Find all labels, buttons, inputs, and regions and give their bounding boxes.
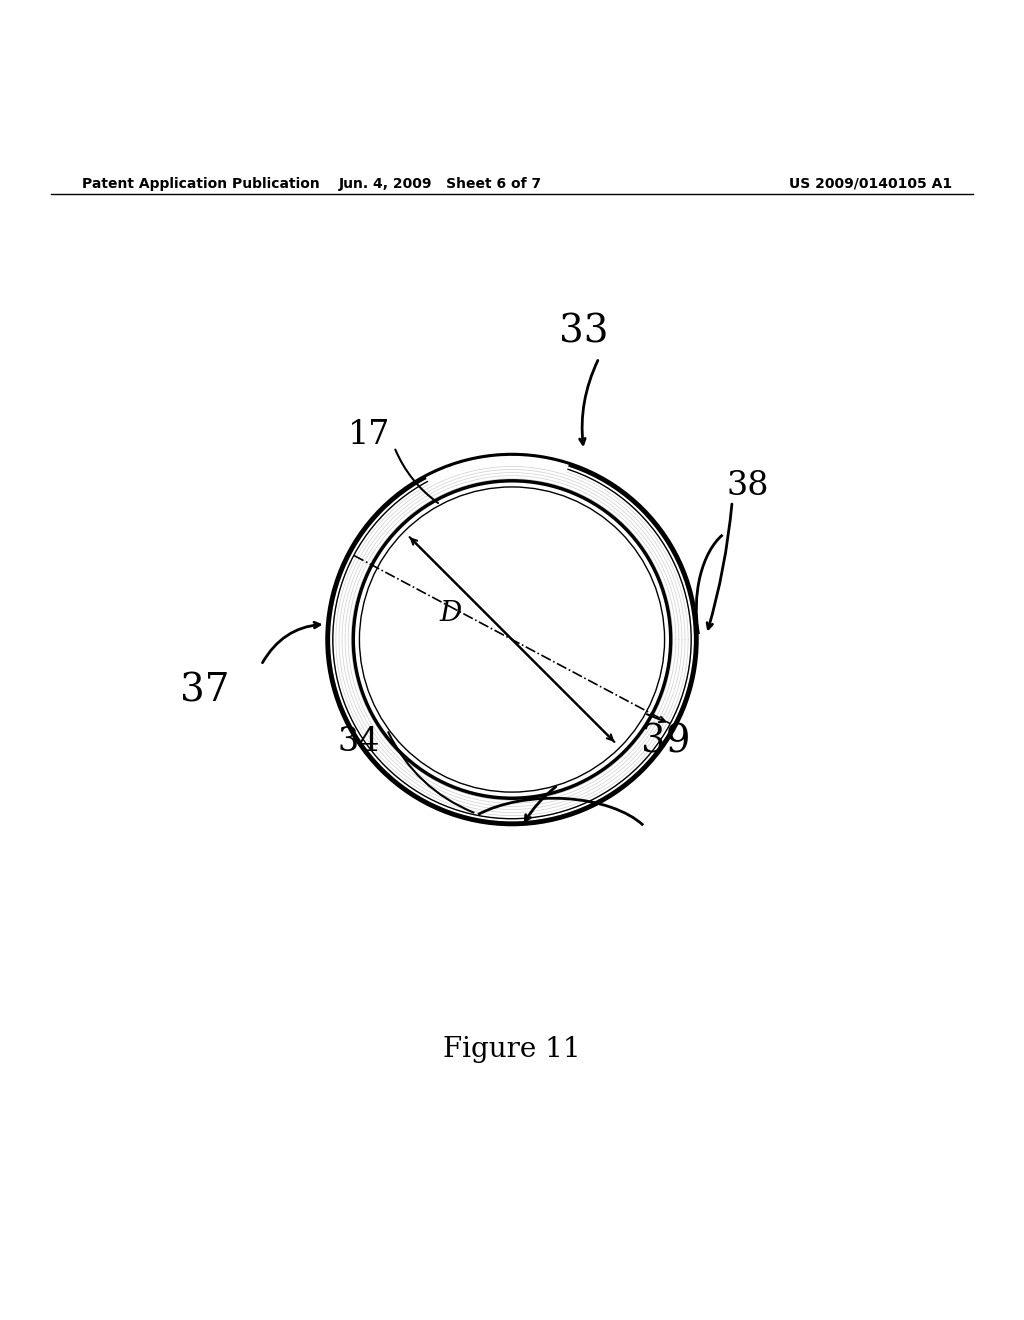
Text: 17: 17 [347, 418, 390, 450]
Text: 33: 33 [559, 314, 608, 351]
Text: 39: 39 [641, 723, 690, 760]
Text: 34: 34 [337, 726, 380, 758]
Text: US 2009/0140105 A1: US 2009/0140105 A1 [788, 177, 952, 191]
Text: Figure 11: Figure 11 [443, 1036, 581, 1063]
Text: 37: 37 [180, 672, 229, 709]
Text: Patent Application Publication: Patent Application Publication [82, 177, 319, 191]
Text: D: D [439, 601, 462, 627]
Text: 38: 38 [726, 470, 769, 502]
Text: Jun. 4, 2009   Sheet 6 of 7: Jun. 4, 2009 Sheet 6 of 7 [339, 177, 542, 191]
